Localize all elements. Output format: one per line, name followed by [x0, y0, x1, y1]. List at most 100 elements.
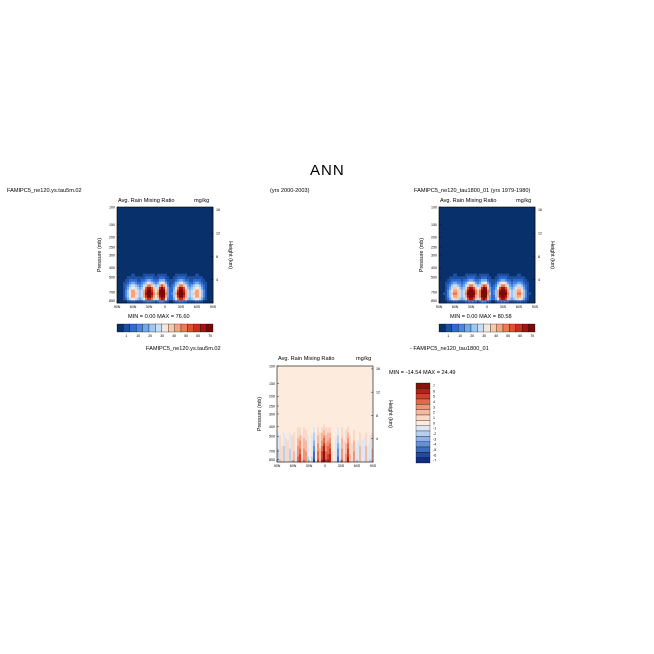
- diff-cell: [307, 398, 310, 401]
- diff-cell: [317, 400, 320, 404]
- left-cell: [185, 223, 188, 226]
- left-cell: [181, 247, 184, 250]
- left-cell: [205, 228, 208, 232]
- left-cell: [127, 228, 130, 232]
- right-cell: [495, 228, 498, 232]
- right-cell: [521, 228, 524, 232]
- diff-cell: [355, 414, 358, 417]
- right-cell: [487, 284, 490, 288]
- right-cell: [509, 260, 512, 264]
- diff-cell: [287, 424, 290, 428]
- right-cell: [527, 241, 530, 245]
- left-cell: [137, 281, 140, 285]
- left-cell: [185, 292, 188, 296]
- left-cell: [123, 292, 126, 296]
- diff-cell: [285, 438, 288, 441]
- right-cell: [475, 265, 478, 269]
- diff-cell: [343, 424, 346, 428]
- left-cell: [137, 263, 140, 266]
- left-cell: [125, 239, 128, 242]
- left-cell: [123, 263, 126, 266]
- right-cell: [477, 271, 480, 274]
- right-cell: [505, 268, 508, 272]
- right-cell: [447, 284, 450, 288]
- diff-cell: [363, 432, 366, 436]
- right-cell: [513, 252, 516, 256]
- right-cell: [531, 241, 534, 245]
- right-cell: [483, 257, 486, 261]
- left-cell: [163, 287, 166, 290]
- diff-cell: [309, 443, 312, 447]
- left-cell: [129, 233, 132, 237]
- right-cell: [507, 209, 510, 213]
- right-cell: [477, 249, 480, 253]
- left-cell: [203, 281, 206, 285]
- right-cell: [509, 233, 512, 237]
- right-cell: [465, 273, 468, 277]
- diff-cell: [341, 368, 344, 372]
- diff-cell: [321, 411, 324, 415]
- right-cell: [453, 255, 456, 258]
- left-cell: [205, 241, 208, 245]
- right-cell: [457, 223, 460, 226]
- right-cell: [525, 281, 528, 285]
- right-cell: [439, 217, 442, 221]
- left-cell: [135, 271, 138, 274]
- left-cell: [209, 223, 212, 226]
- right-cell: [479, 223, 482, 226]
- left-cell: [191, 236, 194, 240]
- diff-cell: [309, 406, 312, 409]
- right-cell: [447, 289, 450, 293]
- left-cell: [207, 255, 210, 258]
- left-cell: [183, 284, 186, 288]
- diff-cell: [315, 438, 318, 441]
- left-cell: [163, 271, 166, 274]
- diff-cell: [287, 422, 290, 425]
- right-cell: [465, 260, 468, 264]
- right-cell: [457, 287, 460, 290]
- right-cell: [463, 244, 466, 248]
- diff-cell: [277, 443, 280, 447]
- diff-cell: [331, 374, 334, 377]
- diff-cell: [317, 432, 320, 436]
- right-cell: [459, 220, 462, 224]
- right-cell: [463, 225, 466, 229]
- diff-cell: [337, 430, 340, 433]
- left-cell: [159, 249, 162, 253]
- right-cell: [477, 284, 480, 288]
- diff-cell: [279, 427, 282, 431]
- right-cell: [521, 239, 524, 242]
- right-cell: [465, 228, 468, 232]
- left-cell: [203, 279, 206, 282]
- left-cell: [153, 225, 156, 229]
- right-cell: [483, 244, 486, 248]
- right-cell: [445, 289, 448, 293]
- left-cell: [171, 215, 174, 218]
- left-cell: [153, 249, 156, 253]
- left-cell: [189, 244, 192, 248]
- right-cell: [443, 209, 446, 213]
- diff-cell: [283, 446, 286, 449]
- right-cell: [485, 239, 488, 242]
- right-cell: [503, 292, 506, 296]
- left-cell: [179, 287, 182, 290]
- right-cell: [445, 223, 448, 226]
- left-cell: [163, 273, 166, 277]
- diff-cell: [315, 379, 318, 383]
- right-cell: [503, 289, 506, 293]
- left-cell: [143, 295, 146, 298]
- right-cell: [481, 228, 484, 232]
- left-cell: [181, 236, 184, 240]
- left-cell: [119, 225, 122, 229]
- diff-cell: [369, 430, 372, 433]
- left-cell: [193, 279, 196, 282]
- left-cell: [209, 217, 212, 221]
- left-cell: [135, 225, 138, 229]
- left-cell: [157, 255, 160, 258]
- left-cell: [141, 284, 144, 288]
- right-cell: [469, 268, 472, 272]
- right-cell: [519, 268, 522, 272]
- right-cell: [515, 209, 518, 213]
- left-cell: [199, 263, 202, 266]
- diff-cell: [325, 432, 328, 436]
